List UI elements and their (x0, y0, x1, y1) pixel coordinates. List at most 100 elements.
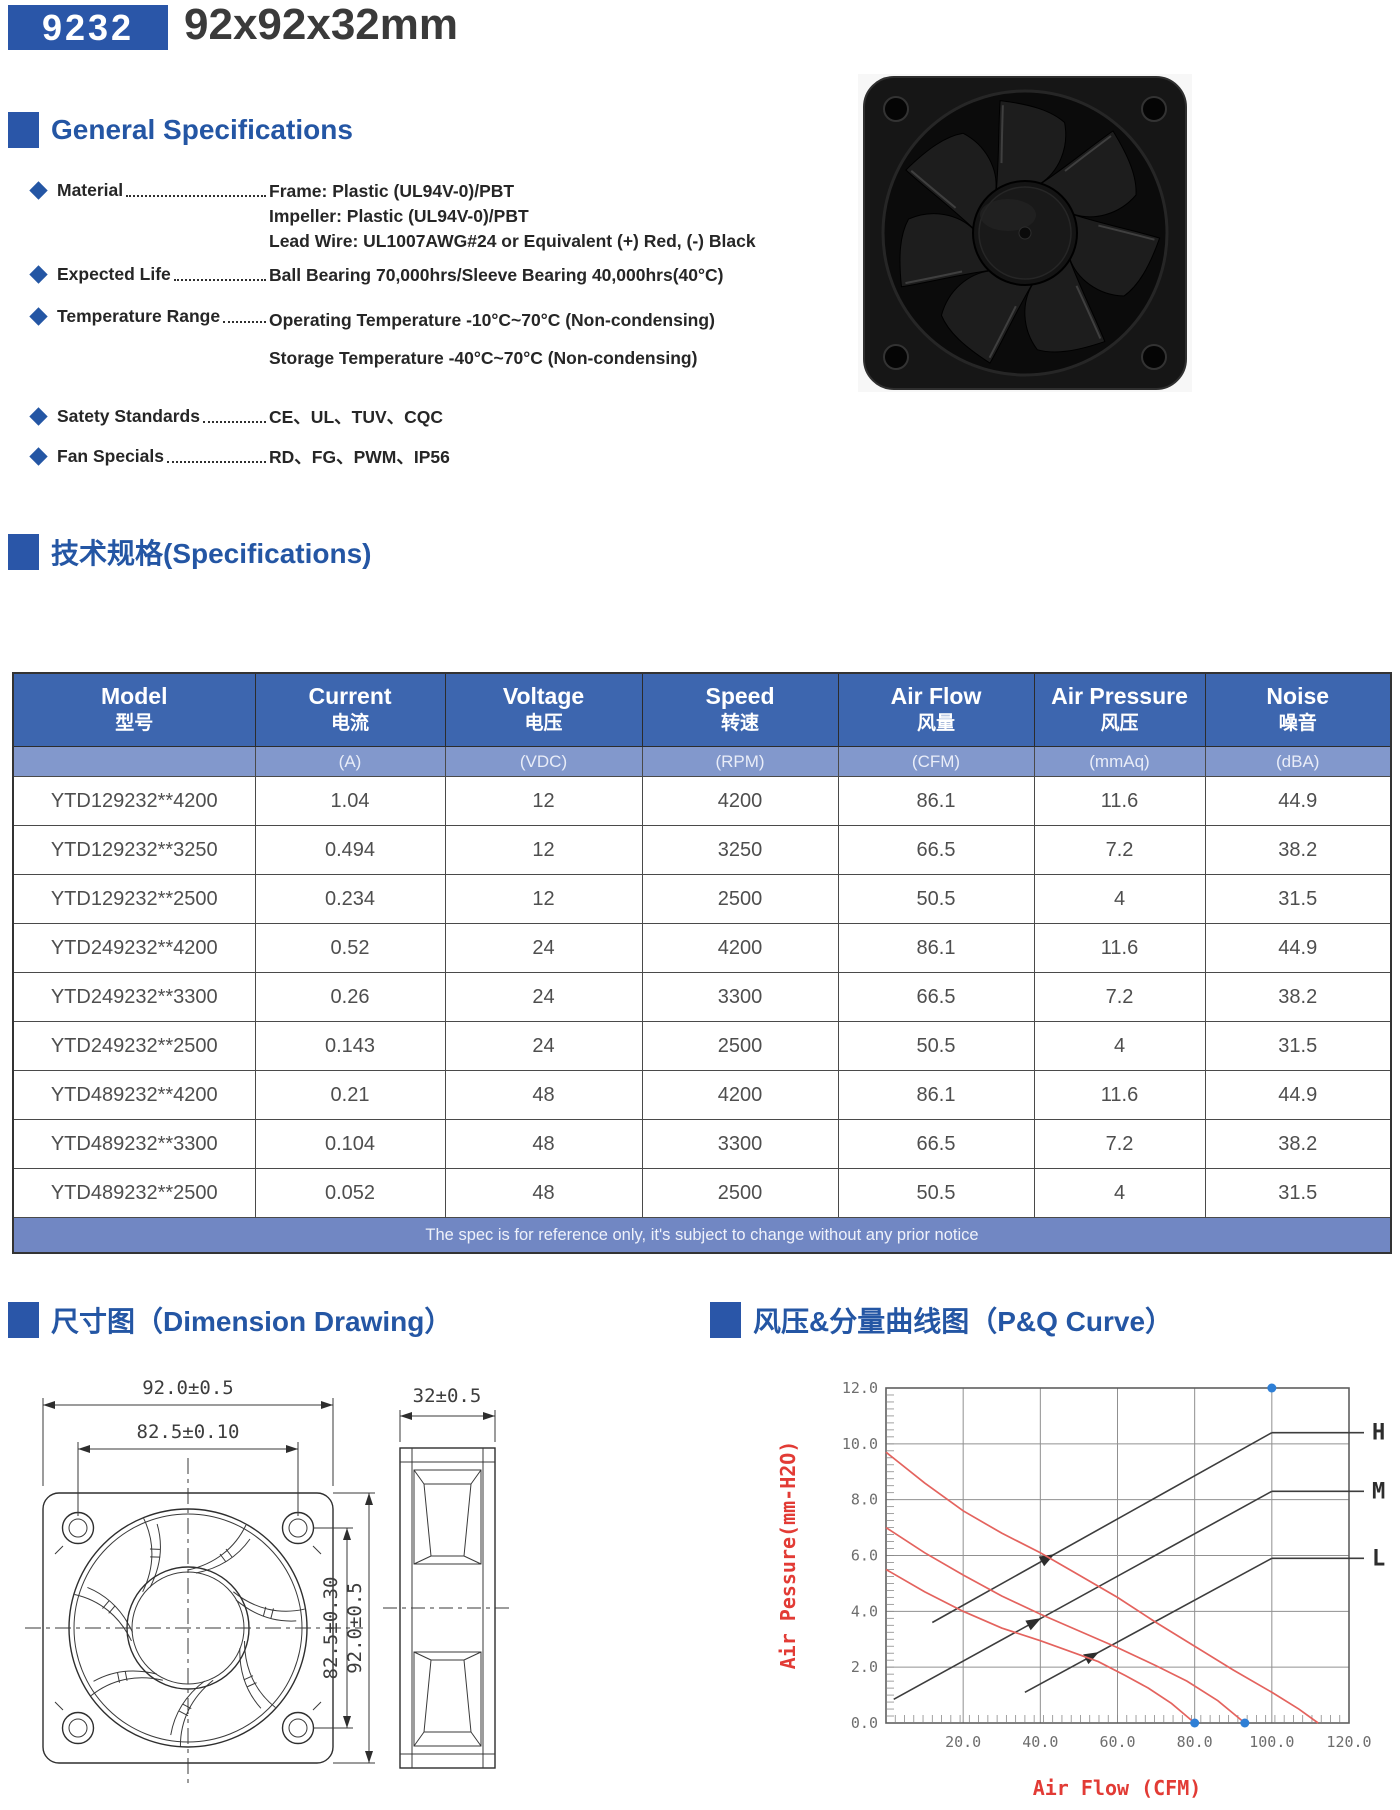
chart-x-axis-title: Air Flow (CFM) (1033, 1776, 1202, 1800)
value-cell: 38.2 (1204, 825, 1392, 875)
value-cell: 66.5 (837, 1119, 1035, 1169)
value-cell: 31.5 (1204, 1168, 1392, 1218)
svg-text:8.0: 8.0 (851, 1491, 878, 1509)
unit-cell: (RPM) (641, 746, 839, 777)
svg-text:32±0.5: 32±0.5 (413, 1385, 482, 1407)
value-cell: 44.9 (1204, 1070, 1392, 1120)
value-cell: 4 (1033, 874, 1206, 924)
value-cell: 11.6 (1033, 923, 1206, 973)
svg-text:40.0: 40.0 (1022, 1733, 1058, 1751)
model-cell: YTD489232**2500 (12, 1168, 256, 1218)
spec-row-fan-specials: Fan Specials RD、FG、PWM、IP56 (26, 446, 886, 471)
value-cell: 38.2 (1204, 972, 1392, 1022)
spec-value: RD、FG、PWM、IP56 (269, 447, 450, 467)
corner-screw-holes (883, 96, 1167, 370)
value-cell: 66.5 (837, 972, 1035, 1022)
svg-text:20.0: 20.0 (945, 1733, 981, 1751)
value-cell: 7.2 (1033, 825, 1206, 875)
value-cell: 11.6 (1033, 776, 1206, 826)
spec-label: Material (57, 180, 124, 200)
col-noise: Noise 噪音 (1204, 672, 1392, 747)
section-specifications: 技术规格(Specifications) (8, 532, 371, 572)
section-marker-icon (8, 1302, 39, 1338)
chart-y-axis-title: Air Pessure(mm-H2O) (776, 1441, 800, 1670)
value-cell: 3300 (641, 1119, 839, 1169)
spec-value: Ball Bearing 70,000hrs/Sleeve Bearing 40… (269, 265, 724, 285)
value-cell: 48 (444, 1070, 643, 1120)
dotted-leader (167, 447, 266, 463)
table-units-row: (A) (VDC) (RPM) (CFM) (mmAq) (dBA) (12, 746, 1392, 777)
fan-side-view (383, 1447, 512, 1769)
page-title: 92x92x32mm (184, 0, 459, 49)
value-cell: 2500 (641, 874, 839, 924)
value-cell: 12 (444, 874, 643, 924)
section-marker-icon (8, 112, 39, 148)
model-cell: YTD129232**2500 (12, 874, 256, 924)
value-cell: 0.143 (254, 1021, 446, 1071)
table-row: YTD129232**2500 0.234 12 2500 50.5 4 31.5 (12, 874, 1392, 924)
value-cell: 31.5 (1204, 1021, 1392, 1071)
spec-row-material: Material Frame: Plastic (UL94V-0)/PBT Im… (26, 180, 886, 255)
dotted-leader (173, 265, 266, 281)
col-speed: Speed 转速 (641, 672, 839, 747)
svg-text:10.0: 10.0 (842, 1435, 878, 1453)
hub-center (1018, 226, 1032, 240)
spec-row-expected-life: Expected Life Ball Bearing 70,000hrs/Sle… (26, 264, 886, 289)
svg-text:2.0: 2.0 (851, 1658, 878, 1676)
svg-text:H: H (1372, 1421, 1385, 1446)
value-cell: 86.1 (837, 776, 1035, 826)
svg-text:L: L (1372, 1546, 1385, 1571)
dim-front-width: 92.0±0.5 (42, 1377, 334, 1486)
dimension-drawing: 92.0±0.5 82.5±0.10 82.5±0.30 92.0±0.5 (25, 1377, 512, 1783)
section-marker-icon (8, 534, 39, 570)
value-cell: 0.21 (254, 1070, 446, 1120)
pq-curve-chart: 20.0 40.0 60.0 80.0 100.0 120.0 0.0 2.0 4.0 6.0 8.… (776, 1379, 1385, 1800)
value-cell: 1.04 (254, 776, 446, 826)
section-title: 风压&分量曲线图（P&Q Curve） (753, 1306, 1174, 1337)
value-cell: 50.5 (837, 874, 1035, 924)
model-code-badge: 9232 (8, 5, 168, 50)
value-cell: 3300 (641, 972, 839, 1022)
svg-text:100.0: 100.0 (1249, 1733, 1294, 1751)
col-airpressure: Air Pressure 风压 (1033, 672, 1206, 747)
value-cell: 0.494 (254, 825, 446, 875)
model-cell: YTD129232**3250 (12, 825, 256, 875)
spec-label: Expected Life (57, 264, 171, 284)
table-row: YTD249232**4200 0.52 24 4200 86.1 11.6 44.9 (12, 923, 1392, 973)
svg-text:82.5±0.10: 82.5±0.10 (137, 1421, 240, 1443)
unit-cell: (CFM) (837, 746, 1035, 777)
value-cell: 48 (444, 1168, 643, 1218)
value-cell: 86.1 (837, 1070, 1035, 1120)
diamond-bullet-icon (29, 181, 48, 200)
model-cell: YTD249232**3300 (12, 972, 256, 1022)
dim-vert-outer: 92.0±0.5 (333, 1492, 375, 1764)
value-cell: 0.52 (254, 923, 446, 973)
table-row: YTD129232**3250 0.494 12 3250 66.5 7.2 38.2 (12, 825, 1392, 875)
section-pq-curve: 风压&分量曲线图（P&Q Curve） (710, 1300, 1173, 1340)
dim-hole-pitch: 82.5±0.10 (77, 1421, 299, 1516)
general-spec-list: Material Frame: Plastic (UL94V-0)/PBT Im… (26, 180, 886, 471)
model-cell: YTD489232**3300 (12, 1119, 256, 1169)
value-cell: 4200 (641, 1070, 839, 1120)
unit-cell: (A) (254, 746, 446, 777)
value-cell: 24 (444, 1021, 643, 1071)
centerlines (25, 1458, 363, 1783)
col-current: Current 电流 (254, 672, 446, 747)
value-cell: 50.5 (837, 1168, 1035, 1218)
unit-cell (12, 746, 256, 777)
section-title: General Specifications (51, 114, 353, 145)
col-airflow: Air Flow 风量 (837, 672, 1035, 747)
svg-text:60.0: 60.0 (1099, 1733, 1135, 1751)
value-cell: 31.5 (1204, 874, 1392, 924)
value-cell: 44.9 (1204, 923, 1392, 973)
svg-text:80.0: 80.0 (1177, 1733, 1213, 1751)
value-cell: 4 (1033, 1021, 1206, 1071)
svg-text:0.0: 0.0 (851, 1714, 878, 1732)
spec-label: Fan Specials (57, 446, 164, 466)
value-cell: 12 (444, 825, 643, 875)
value-cell: 66.5 (837, 825, 1035, 875)
spec-row-safety-standards: Satety Standards CE、UL、TUV、CQC (26, 406, 886, 431)
table-row: YTD489232**4200 0.21 48 4200 86.1 11.6 44.9 (12, 1070, 1392, 1120)
section-general-specifications: General Specifications (8, 112, 353, 148)
